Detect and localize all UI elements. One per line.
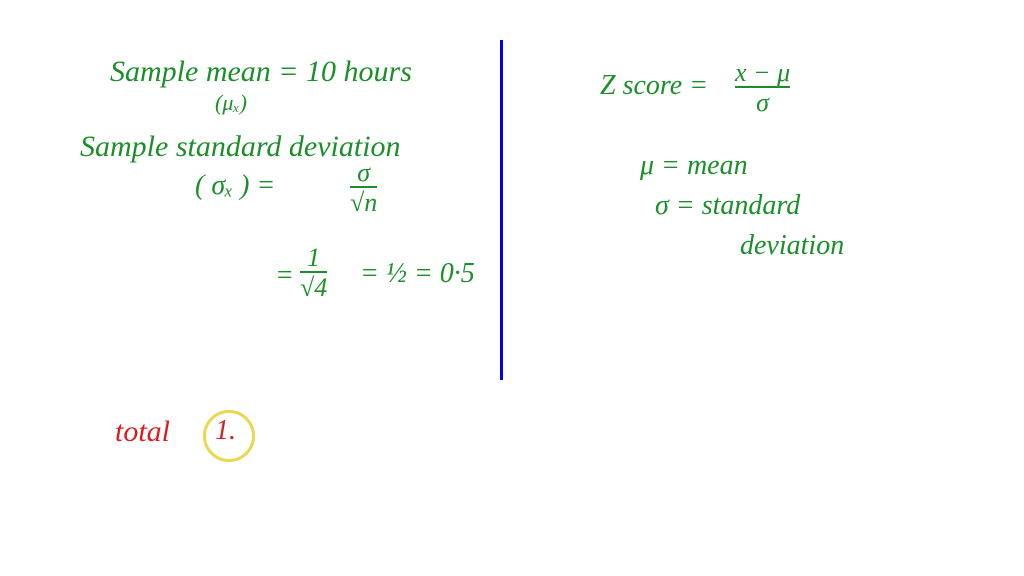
divider-line bbox=[500, 40, 503, 380]
frac-1-over-root4: 1 √4 bbox=[300, 245, 327, 301]
sigma-standard: σ = standard bbox=[655, 190, 800, 222]
mu-mean: μ = mean bbox=[640, 150, 748, 182]
zscore-den: σ bbox=[735, 86, 790, 116]
frac1-den: √n bbox=[350, 186, 377, 216]
sigma-x-paren: ( σₓ ) = bbox=[195, 170, 275, 202]
frac1-num: σ bbox=[350, 160, 377, 186]
frac2-num: 1 bbox=[300, 245, 327, 271]
total-label: total bbox=[115, 415, 170, 449]
zscore-frac: x − μ σ bbox=[735, 60, 790, 116]
eq-prefix: = bbox=[275, 260, 294, 292]
sample-sd-line: Sample standard deviation bbox=[80, 130, 401, 164]
zscore-label: Z score = bbox=[600, 70, 708, 102]
zscore-num: x − μ bbox=[735, 60, 790, 86]
sigma-deviation: deviation bbox=[740, 230, 844, 262]
eq-half-eq-05: = ½ = 0·5 bbox=[360, 258, 475, 290]
whiteboard-canvas: Sample mean = 10 hours (μₓ) Sample stand… bbox=[0, 0, 1024, 576]
frac-sigma-over-rootn: σ √n bbox=[350, 160, 377, 216]
sample-mean-line: Sample mean = 10 hours bbox=[110, 55, 412, 89]
frac2-den: √4 bbox=[300, 271, 327, 301]
sample-mean-sub: (μₓ) bbox=[215, 90, 247, 116]
total-number: 1. bbox=[215, 415, 236, 447]
